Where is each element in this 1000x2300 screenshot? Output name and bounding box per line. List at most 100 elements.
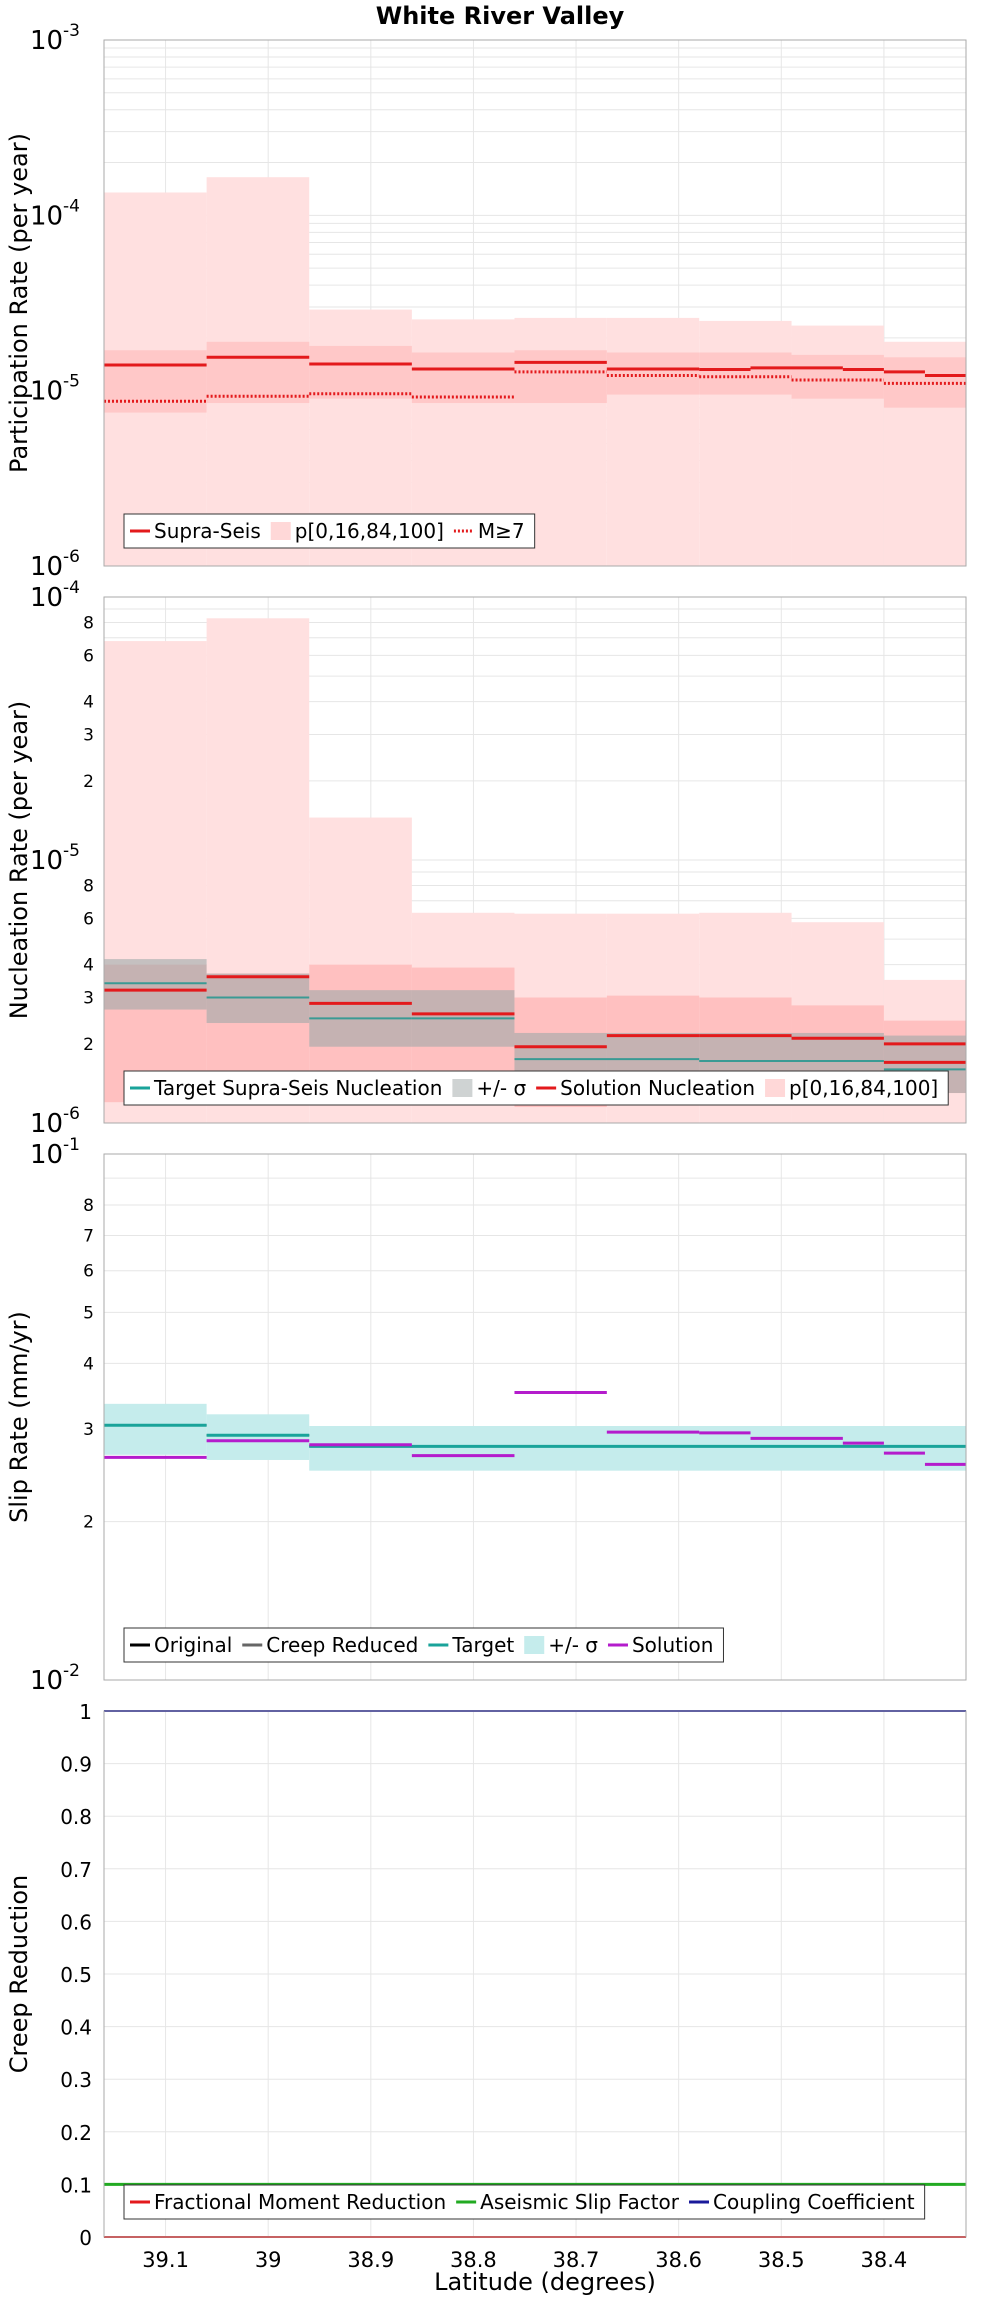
y-minor-tick-label: 3 bbox=[83, 989, 94, 1009]
y-tick-label: 10-6 bbox=[30, 547, 80, 582]
y-tick-label: 10-1 bbox=[30, 1135, 80, 1170]
legend-label: p[0,16,84,100] bbox=[789, 1076, 938, 1100]
y-tick-base: 10 bbox=[30, 1666, 63, 1696]
band-p16-p84 bbox=[514, 350, 607, 404]
legend: Supra-Seis p[0,16,84,100] M≥7 bbox=[123, 513, 536, 549]
y-minor-tick-label: 3 bbox=[83, 726, 94, 746]
y-minor-tick-label: 8 bbox=[83, 876, 94, 896]
y-minor-tick-label: 4 bbox=[83, 1354, 94, 1374]
legend-label: Creep Reduced bbox=[266, 1633, 418, 1657]
legend-label: Solution Nucleation bbox=[560, 1076, 755, 1100]
y-minor-tick-label: 2 bbox=[83, 772, 94, 792]
y-tick-label: 10-5 bbox=[30, 841, 80, 876]
x-tick-label: 38.7 bbox=[553, 2248, 600, 2272]
legend-box bbox=[123, 1070, 949, 1106]
target-sigma-band bbox=[104, 1403, 207, 1455]
plot-frame bbox=[103, 1153, 967, 1681]
y-tick-label: 10-6 bbox=[30, 1104, 80, 1139]
x-tick-label: 38.9 bbox=[347, 2248, 394, 2272]
y-tick-exponent: -6 bbox=[63, 547, 80, 567]
y-tick-label: 0.5 bbox=[60, 1963, 92, 1987]
x-tick-label: 38.6 bbox=[655, 2248, 702, 2272]
legend-label: +/- σ bbox=[548, 1633, 598, 1657]
y-tick-label: 10-5 bbox=[30, 372, 80, 407]
y-tick-label: 0.1 bbox=[60, 2173, 92, 2197]
y-minor-tick-label: 4 bbox=[83, 693, 94, 713]
y-axis-label: Nucleation Rate (per year) bbox=[5, 701, 33, 1020]
legend-label: M≥7 bbox=[478, 519, 525, 543]
y-axis-label: Participation Rate (per year) bbox=[5, 133, 33, 473]
y-minor-tick-label: 6 bbox=[83, 646, 94, 666]
y-tick-base: 10 bbox=[30, 201, 63, 231]
y-tick-base: 10 bbox=[30, 26, 63, 56]
y-tick-exponent: -4 bbox=[63, 196, 80, 216]
plot-frame bbox=[103, 596, 967, 1124]
y-minor-tick-label: 2 bbox=[83, 1513, 94, 1533]
legend-swatch bbox=[270, 522, 291, 540]
x-tick-label: 38.5 bbox=[758, 2248, 805, 2272]
y-tick-label: 0.9 bbox=[60, 1753, 92, 1777]
legend-label: +/- σ bbox=[476, 1076, 526, 1100]
y-tick-exponent: -3 bbox=[63, 21, 80, 41]
x-tick-label: 38.8 bbox=[450, 2248, 497, 2272]
target-sigma-band bbox=[206, 1414, 310, 1460]
plot-frame bbox=[103, 39, 967, 567]
y-minor-tick-label: 8 bbox=[83, 1196, 94, 1216]
legend-label: Target Supra-Seis Nucleation bbox=[153, 1076, 442, 1100]
y-minor-tick-label: 5 bbox=[83, 1303, 94, 1323]
legend: Target Supra-Seis Nucleation +/- σ Solutio… bbox=[123, 1070, 949, 1106]
y-tick-exponent: -2 bbox=[63, 1661, 80, 1681]
y-tick-label: 0.7 bbox=[60, 1858, 92, 1882]
y-tick-label: 10-4 bbox=[30, 578, 80, 613]
y-tick-label: 0.3 bbox=[60, 2068, 92, 2092]
legend-label: Coupling Coefficient bbox=[713, 2190, 915, 2214]
chart-title: White River Valley bbox=[376, 2, 625, 30]
y-minor-tick-label: 8 bbox=[83, 613, 94, 633]
y-tick-label: 1 bbox=[79, 1700, 92, 1724]
y-tick-label: 0.8 bbox=[60, 1805, 92, 1829]
legend: Fractional Moment Reduction Aseismic Slip… bbox=[123, 2184, 926, 2220]
y-tick-label: 10-2 bbox=[30, 1661, 80, 1696]
band-p16-p84 bbox=[699, 352, 792, 395]
band-p16-p84 bbox=[791, 354, 884, 399]
y-minor-tick-label: 7 bbox=[83, 1226, 94, 1246]
legend-label: Original bbox=[154, 1633, 232, 1657]
band-p16-p84 bbox=[309, 345, 412, 399]
legend-box bbox=[123, 2184, 926, 2220]
legend-label: Supra-Seis bbox=[154, 519, 261, 543]
y-minor-tick-label: 6 bbox=[83, 909, 94, 929]
y-tick-label: 10-3 bbox=[30, 21, 80, 56]
y-minor-tick-label: 6 bbox=[83, 1262, 94, 1282]
legend-swatch bbox=[524, 1636, 545, 1654]
y-tick-label: 0.2 bbox=[60, 2121, 92, 2145]
band-p16-p84 bbox=[104, 350, 207, 413]
y-tick-base: 10 bbox=[30, 1140, 63, 1170]
legend-label: p[0,16,84,100] bbox=[295, 519, 444, 543]
legend: Original Creep Reduced Target +/- σ Solution bbox=[123, 1627, 724, 1663]
x-tick-label: 39 bbox=[255, 2248, 282, 2272]
band-p16-p84 bbox=[206, 341, 310, 404]
legend-swatch bbox=[765, 1079, 786, 1097]
plot-frame bbox=[103, 1710, 967, 2238]
y-minor-tick-label: 3 bbox=[83, 1420, 94, 1440]
legend-label: Fractional Moment Reduction bbox=[154, 2190, 446, 2214]
y-tick-base: 10 bbox=[30, 377, 63, 407]
y-minor-tick-label: 2 bbox=[83, 1035, 94, 1055]
y-tick-label: 0.4 bbox=[60, 2016, 92, 2040]
y-tick-label: 10-4 bbox=[30, 196, 80, 231]
y-tick-label: 0 bbox=[79, 2226, 92, 2250]
legend-label: Aseismic Slip Factor bbox=[480, 2190, 680, 2214]
legend-label: Target bbox=[451, 1633, 514, 1657]
y-tick-exponent: -4 bbox=[63, 578, 80, 598]
legend-label: Solution bbox=[632, 1633, 713, 1657]
x-tick-label: 39.1 bbox=[142, 2248, 189, 2272]
y-tick-exponent: -6 bbox=[63, 1104, 80, 1124]
y-tick-base: 10 bbox=[30, 846, 63, 876]
band-p16-p84 bbox=[411, 352, 515, 404]
y-minor-tick-label: 4 bbox=[83, 956, 94, 976]
y-tick-base: 10 bbox=[30, 583, 63, 613]
